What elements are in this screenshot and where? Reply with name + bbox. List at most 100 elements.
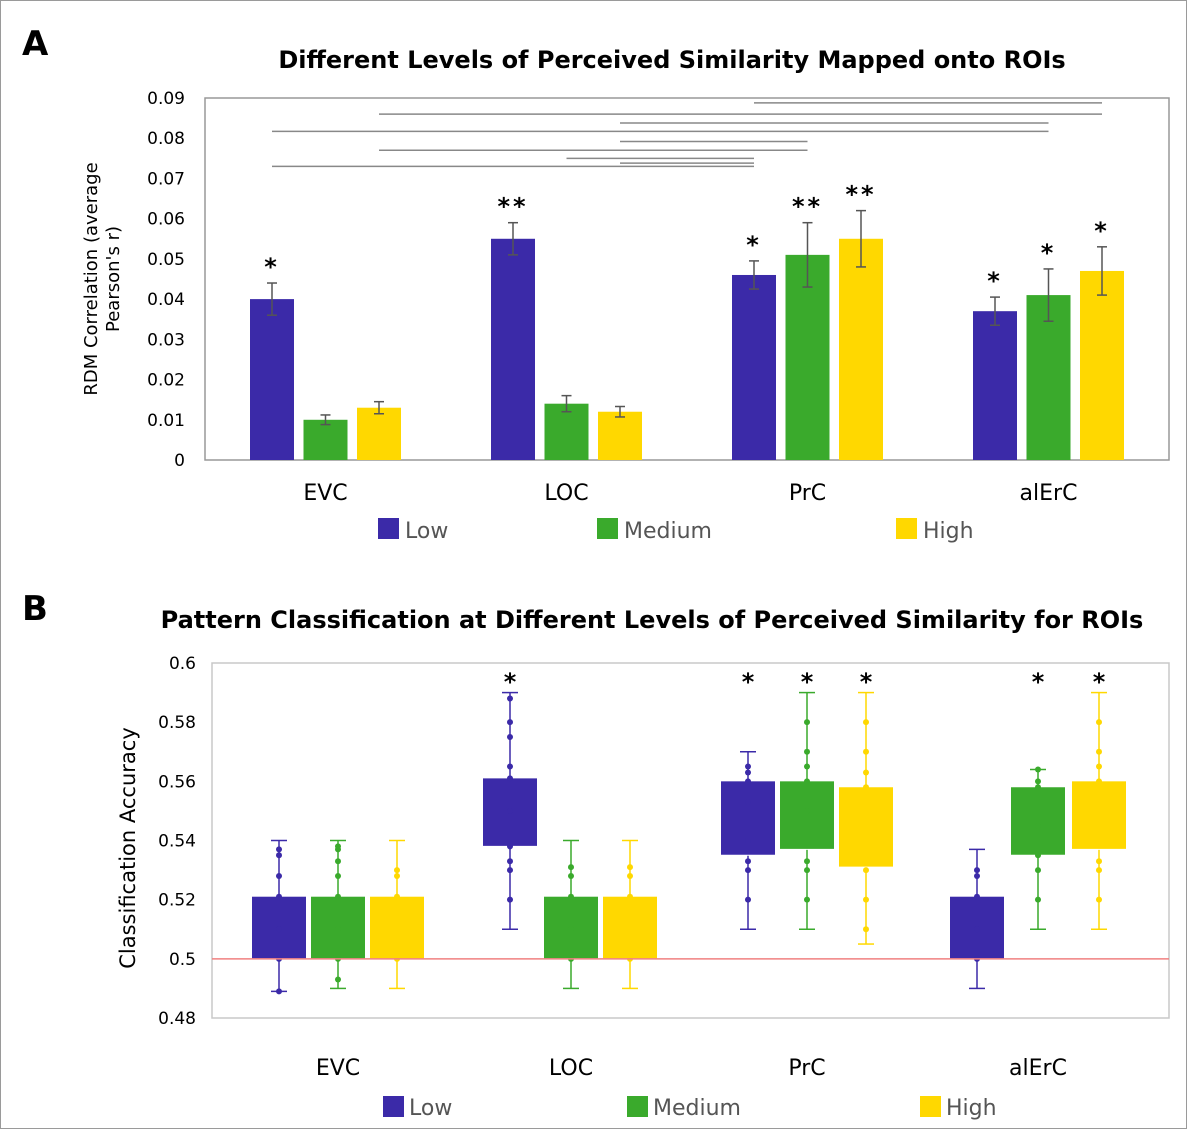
data-point [276, 846, 282, 853]
data-point [745, 837, 751, 844]
data-point [1035, 896, 1041, 903]
data-point [507, 843, 513, 850]
data-point [1035, 822, 1041, 829]
bar [732, 274, 776, 460]
data-point [745, 867, 751, 874]
data-point [568, 926, 574, 933]
data-point [804, 837, 810, 844]
data-point [335, 843, 341, 850]
data-point [335, 926, 341, 933]
legend-label: High [946, 1096, 997, 1121]
bar [544, 403, 589, 460]
y-tick-label: 0.58 [158, 713, 196, 733]
significance-marker: * [801, 668, 814, 696]
x-category-label: alErC [1020, 481, 1078, 506]
x-category-label: alErC [1009, 1056, 1067, 1081]
legend-label: High [923, 519, 974, 544]
bar [598, 411, 642, 460]
data-point [1096, 858, 1102, 865]
legend-swatch [383, 1096, 404, 1117]
significance-marker: * [1094, 217, 1110, 245]
panel-label-a: A [22, 24, 49, 64]
data-point [745, 858, 751, 865]
data-point [974, 926, 980, 933]
significance-marker: * [1032, 668, 1045, 696]
data-point [276, 893, 282, 900]
data-point [507, 695, 513, 702]
significance-marker: * [987, 267, 1003, 295]
data-point [804, 778, 810, 785]
data-point [863, 867, 869, 874]
data-point [1035, 784, 1041, 791]
data-point [804, 867, 810, 874]
bar [491, 238, 535, 460]
bar [357, 407, 401, 460]
y-axis-label: Classification Accuracy [116, 727, 140, 969]
legend-swatch [627, 1096, 648, 1117]
data-point [335, 893, 341, 900]
y-tick-label: 0.54 [158, 832, 196, 852]
data-point [804, 858, 810, 865]
data-point [863, 748, 869, 755]
data-point [745, 778, 751, 785]
plot-area-border [204, 97, 1170, 461]
data-point [974, 893, 980, 900]
data-point [804, 763, 810, 770]
data-point [1035, 852, 1041, 859]
data-point [863, 769, 869, 776]
legend-label: Medium [653, 1096, 741, 1121]
data-point [507, 867, 513, 874]
y-axis-label: RDM Correlation (averagePearson's r) [81, 162, 124, 395]
data-point [804, 896, 810, 903]
y-tick-label: 0.09 [147, 89, 185, 109]
legend-swatch [896, 518, 917, 539]
data-point [1096, 896, 1102, 903]
y-tick-label: 0.07 [147, 169, 185, 189]
significance-marker: ** [497, 193, 528, 221]
panel-label-b: B [22, 589, 48, 629]
chart-b: 0.48 0.5 0.52 0.54 0.56 0.58 0.6 * * * * * * EVC LOC Pr… [116, 654, 1170, 1121]
y-tick-label: 0.48 [158, 1009, 196, 1029]
y-tick-label: 0.01 [147, 411, 185, 431]
legend-swatch [920, 1096, 941, 1117]
legend-label: Medium [624, 519, 712, 544]
significance-marker: * [1093, 668, 1106, 696]
data-point [507, 858, 513, 865]
y-tick-label: 0.56 [158, 772, 196, 792]
data-point [394, 893, 400, 900]
y-tick-label: 0.5 [169, 950, 196, 970]
x-category-label: PrC [788, 1056, 825, 1081]
data-point [1035, 766, 1041, 773]
y-tick-label: 0.06 [147, 210, 185, 230]
significance-marker: * [504, 668, 517, 696]
data-point [804, 748, 810, 755]
x-category-label: LOC [549, 1056, 593, 1081]
data-point [507, 719, 513, 726]
bar [785, 254, 830, 460]
plot-area-border [211, 662, 1170, 1019]
data-point [568, 873, 574, 879]
data-point [1096, 867, 1102, 874]
y-tick-label: 0.03 [147, 330, 185, 350]
bar [250, 299, 294, 460]
data-point [627, 926, 633, 933]
significance-marker: * [860, 668, 873, 696]
chart-a: 0 0.01 0.02 0.03 0.04 0.05 0.06 0.07 0.08 0.09 EVC… [81, 89, 1170, 544]
data-point [1096, 748, 1102, 755]
data-point [627, 873, 633, 879]
data-point [1096, 837, 1102, 844]
y-tick-label: 0.08 [147, 129, 185, 149]
data-point [804, 807, 810, 814]
data-point [394, 926, 400, 933]
data-point [974, 867, 980, 874]
bar [839, 238, 883, 460]
data-point [1096, 778, 1102, 785]
chart-a-title: Different Levels of Perceived Similarity… [278, 46, 1065, 74]
x-category-label: PrC [789, 481, 826, 506]
significance-marker: * [742, 668, 755, 696]
data-point [276, 988, 282, 995]
significance-marker: ** [792, 193, 823, 221]
data-point [394, 867, 400, 874]
y-tick-label: 0.05 [147, 250, 185, 270]
